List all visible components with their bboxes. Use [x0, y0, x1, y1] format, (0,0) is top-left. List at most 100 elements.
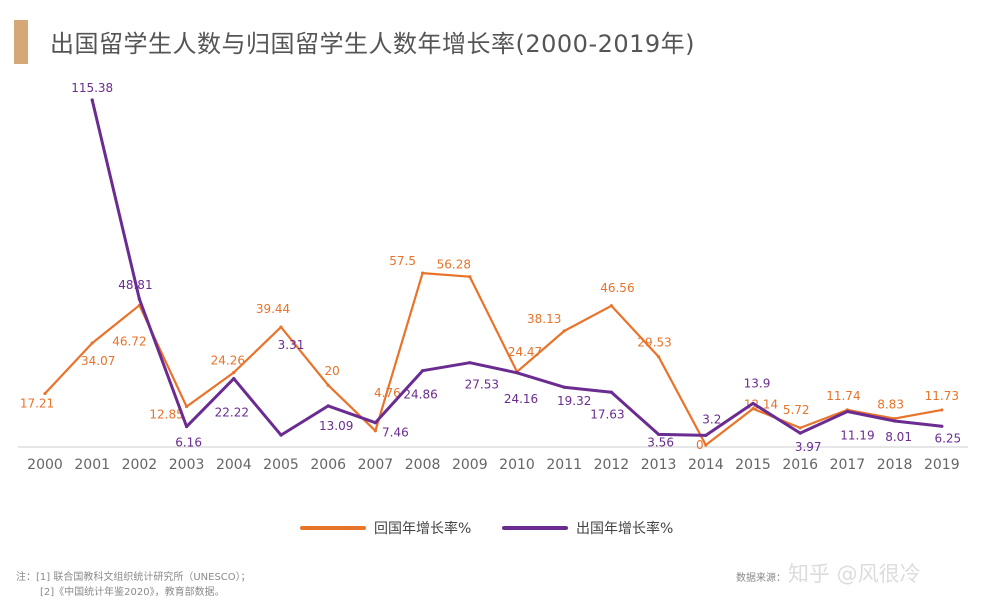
data-point: [421, 369, 425, 373]
x-tick-label: 2019: [924, 457, 960, 473]
x-tick-label: 2007: [358, 457, 394, 473]
data-point: [373, 429, 377, 433]
x-tick-label: 2006: [310, 457, 346, 473]
data-label: 13.09: [319, 419, 353, 433]
x-tick-label: 2014: [688, 457, 724, 473]
x-tick-label: 2002: [122, 457, 158, 473]
data-point: [940, 424, 944, 428]
x-tick-label: 2018: [877, 457, 913, 473]
x-tick-label: 2015: [735, 457, 771, 473]
data-label: 24.47: [508, 345, 542, 359]
data-label: 29.53: [637, 336, 671, 350]
data-point: [609, 390, 614, 394]
data-label: 39.44: [256, 302, 290, 316]
data-label: 17.21: [20, 397, 54, 411]
data-label: 11.73: [925, 389, 959, 403]
series-line-return: [43, 272, 943, 447]
x-tick-label: 2010: [499, 457, 535, 473]
note-line-2: [2]《中国统计年鉴2020》，教育部数据。: [40, 587, 225, 598]
data-label: 6.16: [175, 436, 202, 450]
data-label: 5.72: [783, 403, 810, 417]
data-point: [279, 325, 283, 329]
x-tick-label: 2011: [546, 457, 582, 473]
note-line-1: 注：[1] 联合国教科文组织统计研究所（UNESCO）；: [16, 572, 251, 583]
data-label: 11.19: [840, 429, 874, 443]
x-tick-label: 2017: [830, 457, 866, 473]
data-point: [704, 433, 708, 438]
data-label: 8.83: [877, 398, 904, 412]
data-label: 0: [696, 438, 704, 452]
data-point: [90, 98, 94, 102]
x-tick-label: 2000: [27, 457, 63, 473]
data-point: [279, 433, 283, 437]
data-label: 12.14: [744, 398, 778, 412]
data-point: [90, 341, 94, 345]
x-tick-label: 2013: [641, 457, 677, 473]
x-tick-label: 2009: [452, 457, 488, 473]
series-line-outbound: [90, 98, 944, 437]
data-label: 20: [325, 364, 340, 378]
data-point: [185, 404, 189, 409]
data-point: [468, 361, 472, 365]
data-label: 12.85: [149, 408, 183, 422]
x-tick-label: 2001: [74, 457, 110, 473]
data-point: [562, 385, 566, 389]
data-point: [562, 329, 566, 333]
data-label: 38.13: [527, 312, 561, 326]
data-label: 56.28: [437, 258, 471, 272]
data-point: [845, 409, 850, 414]
legend-label: 回国年增长率%: [374, 520, 471, 537]
source-label: 数据来源：: [736, 573, 786, 584]
data-label: 19.32: [557, 394, 591, 408]
data-point: [751, 407, 755, 411]
data-point: [893, 419, 897, 423]
data-label: 24.86: [403, 388, 437, 402]
data-point: [326, 383, 330, 387]
data-label: 13.9: [744, 376, 771, 390]
data-point: [137, 297, 141, 301]
data-label: 3.2: [702, 412, 721, 426]
legend-label: 出国年增长率%: [576, 520, 673, 537]
data-label: 3.97: [795, 440, 822, 454]
data-point: [657, 432, 661, 436]
data-label: 27.53: [465, 378, 499, 392]
data-label: 4.76: [374, 386, 401, 400]
x-tick-label: 2005: [263, 457, 299, 473]
data-label: 34.07: [81, 354, 115, 368]
data-point: [657, 355, 661, 359]
data-label: 46.56: [600, 281, 634, 295]
data-label: 24.16: [504, 392, 538, 406]
x-tick-label: 2008: [405, 457, 441, 473]
data-label: 17.63: [590, 407, 624, 421]
title-accent-bar: [14, 20, 28, 64]
data-point: [515, 371, 519, 375]
x-tick-label: 2016: [782, 457, 818, 473]
x-tick-label: 2004: [216, 457, 252, 473]
data-label: 48.81: [118, 278, 152, 292]
data-point: [43, 391, 47, 396]
data-label: 57.5: [389, 254, 416, 268]
data-point: [798, 431, 802, 435]
data-point: [185, 424, 189, 429]
data-point: [609, 304, 614, 308]
data-point: [798, 426, 802, 430]
data-label: 46.72: [112, 334, 146, 348]
data-point: [468, 275, 472, 279]
data-label: 8.01: [885, 430, 912, 444]
data-label: 22.22: [215, 406, 249, 420]
x-tick-label: 2012: [594, 457, 630, 473]
data-point: [326, 404, 330, 408]
data-point: [232, 376, 236, 381]
data-label: 115.38: [71, 81, 113, 95]
data-point: [704, 443, 708, 447]
chart-title: 出国留学生人数与归国留学生人数年增长率(2000-2019年): [50, 30, 696, 58]
data-label: 11.74: [826, 389, 860, 403]
data-point: [232, 370, 236, 375]
data-label: 7.46: [382, 426, 409, 440]
data-label: 3.31: [278, 338, 305, 352]
data-point: [421, 271, 425, 275]
data-label: 6.25: [934, 431, 961, 445]
data-label: 24.26: [211, 353, 245, 367]
data-point: [751, 401, 755, 406]
